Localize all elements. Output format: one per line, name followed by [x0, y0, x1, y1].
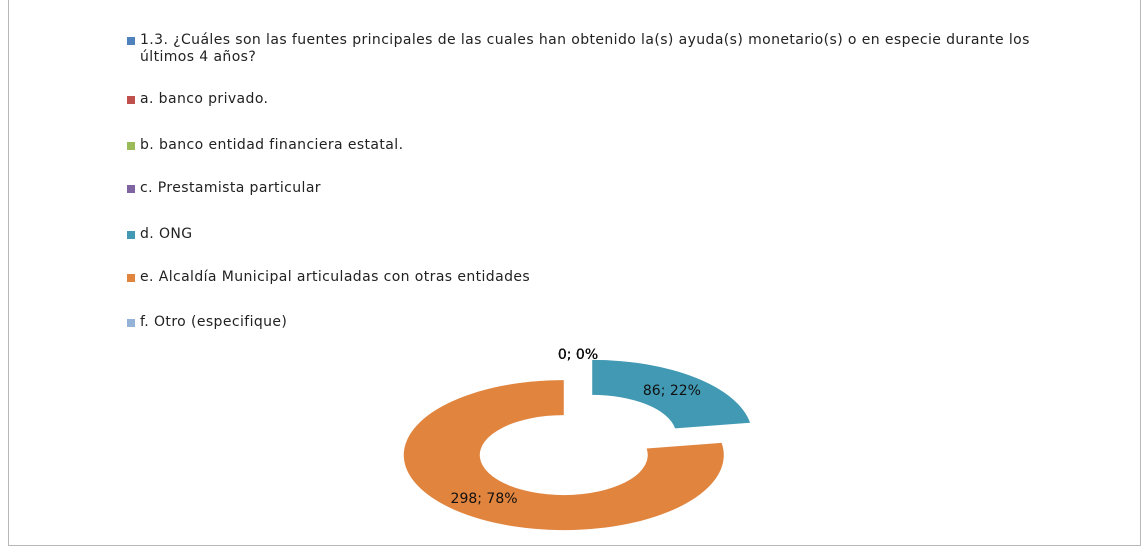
- legend-label: d. ONG: [140, 226, 193, 242]
- data-label: 86; 22%: [643, 383, 701, 399]
- slice: [403, 380, 724, 531]
- legend-item: 1.3. ¿Cuáles son las fuentes principales…: [127, 32, 1057, 66]
- data-label: 0; 0%: [558, 347, 598, 363]
- legend-swatch: [127, 231, 135, 239]
- legend-label: c. Prestamista particular: [140, 180, 321, 196]
- legend-label: f. Otro (especifique): [140, 314, 288, 330]
- slice: [592, 359, 751, 429]
- data-label: 0; 0%: [558, 347, 598, 363]
- legend-swatch: [127, 274, 135, 282]
- legend-swatch: [127, 142, 135, 150]
- legend-swatch: [127, 96, 135, 104]
- data-label: 298; 78%: [451, 491, 518, 507]
- data-label: 0; 0%: [558, 347, 598, 363]
- legend-item: d. ONG: [127, 226, 1057, 243]
- legend-swatch: [127, 319, 135, 327]
- data-label: 0; 0%: [558, 347, 598, 363]
- legend-item: a. banco privado.: [127, 91, 1057, 108]
- frame: [8, 0, 1141, 546]
- legend-item: c. Prestamista particular: [127, 180, 1057, 197]
- legend-label: 1.3. ¿Cuáles son las fuentes principales…: [140, 32, 1030, 65]
- legend-swatch: [127, 37, 135, 45]
- legend-swatch: [127, 185, 135, 193]
- legend-item: b. banco entidad financiera estatal.: [127, 137, 1057, 154]
- legend-item: e. Alcaldía Municipal articuladas con ot…: [127, 269, 1057, 286]
- legend-label: e. Alcaldía Municipal articuladas con ot…: [140, 269, 531, 285]
- legend-item: f. Otro (especifique): [127, 314, 1057, 331]
- legend-label: a. banco privado.: [140, 91, 269, 107]
- data-label: 0; 0%: [558, 347, 598, 363]
- legend-label: b. banco entidad financiera estatal.: [140, 137, 404, 153]
